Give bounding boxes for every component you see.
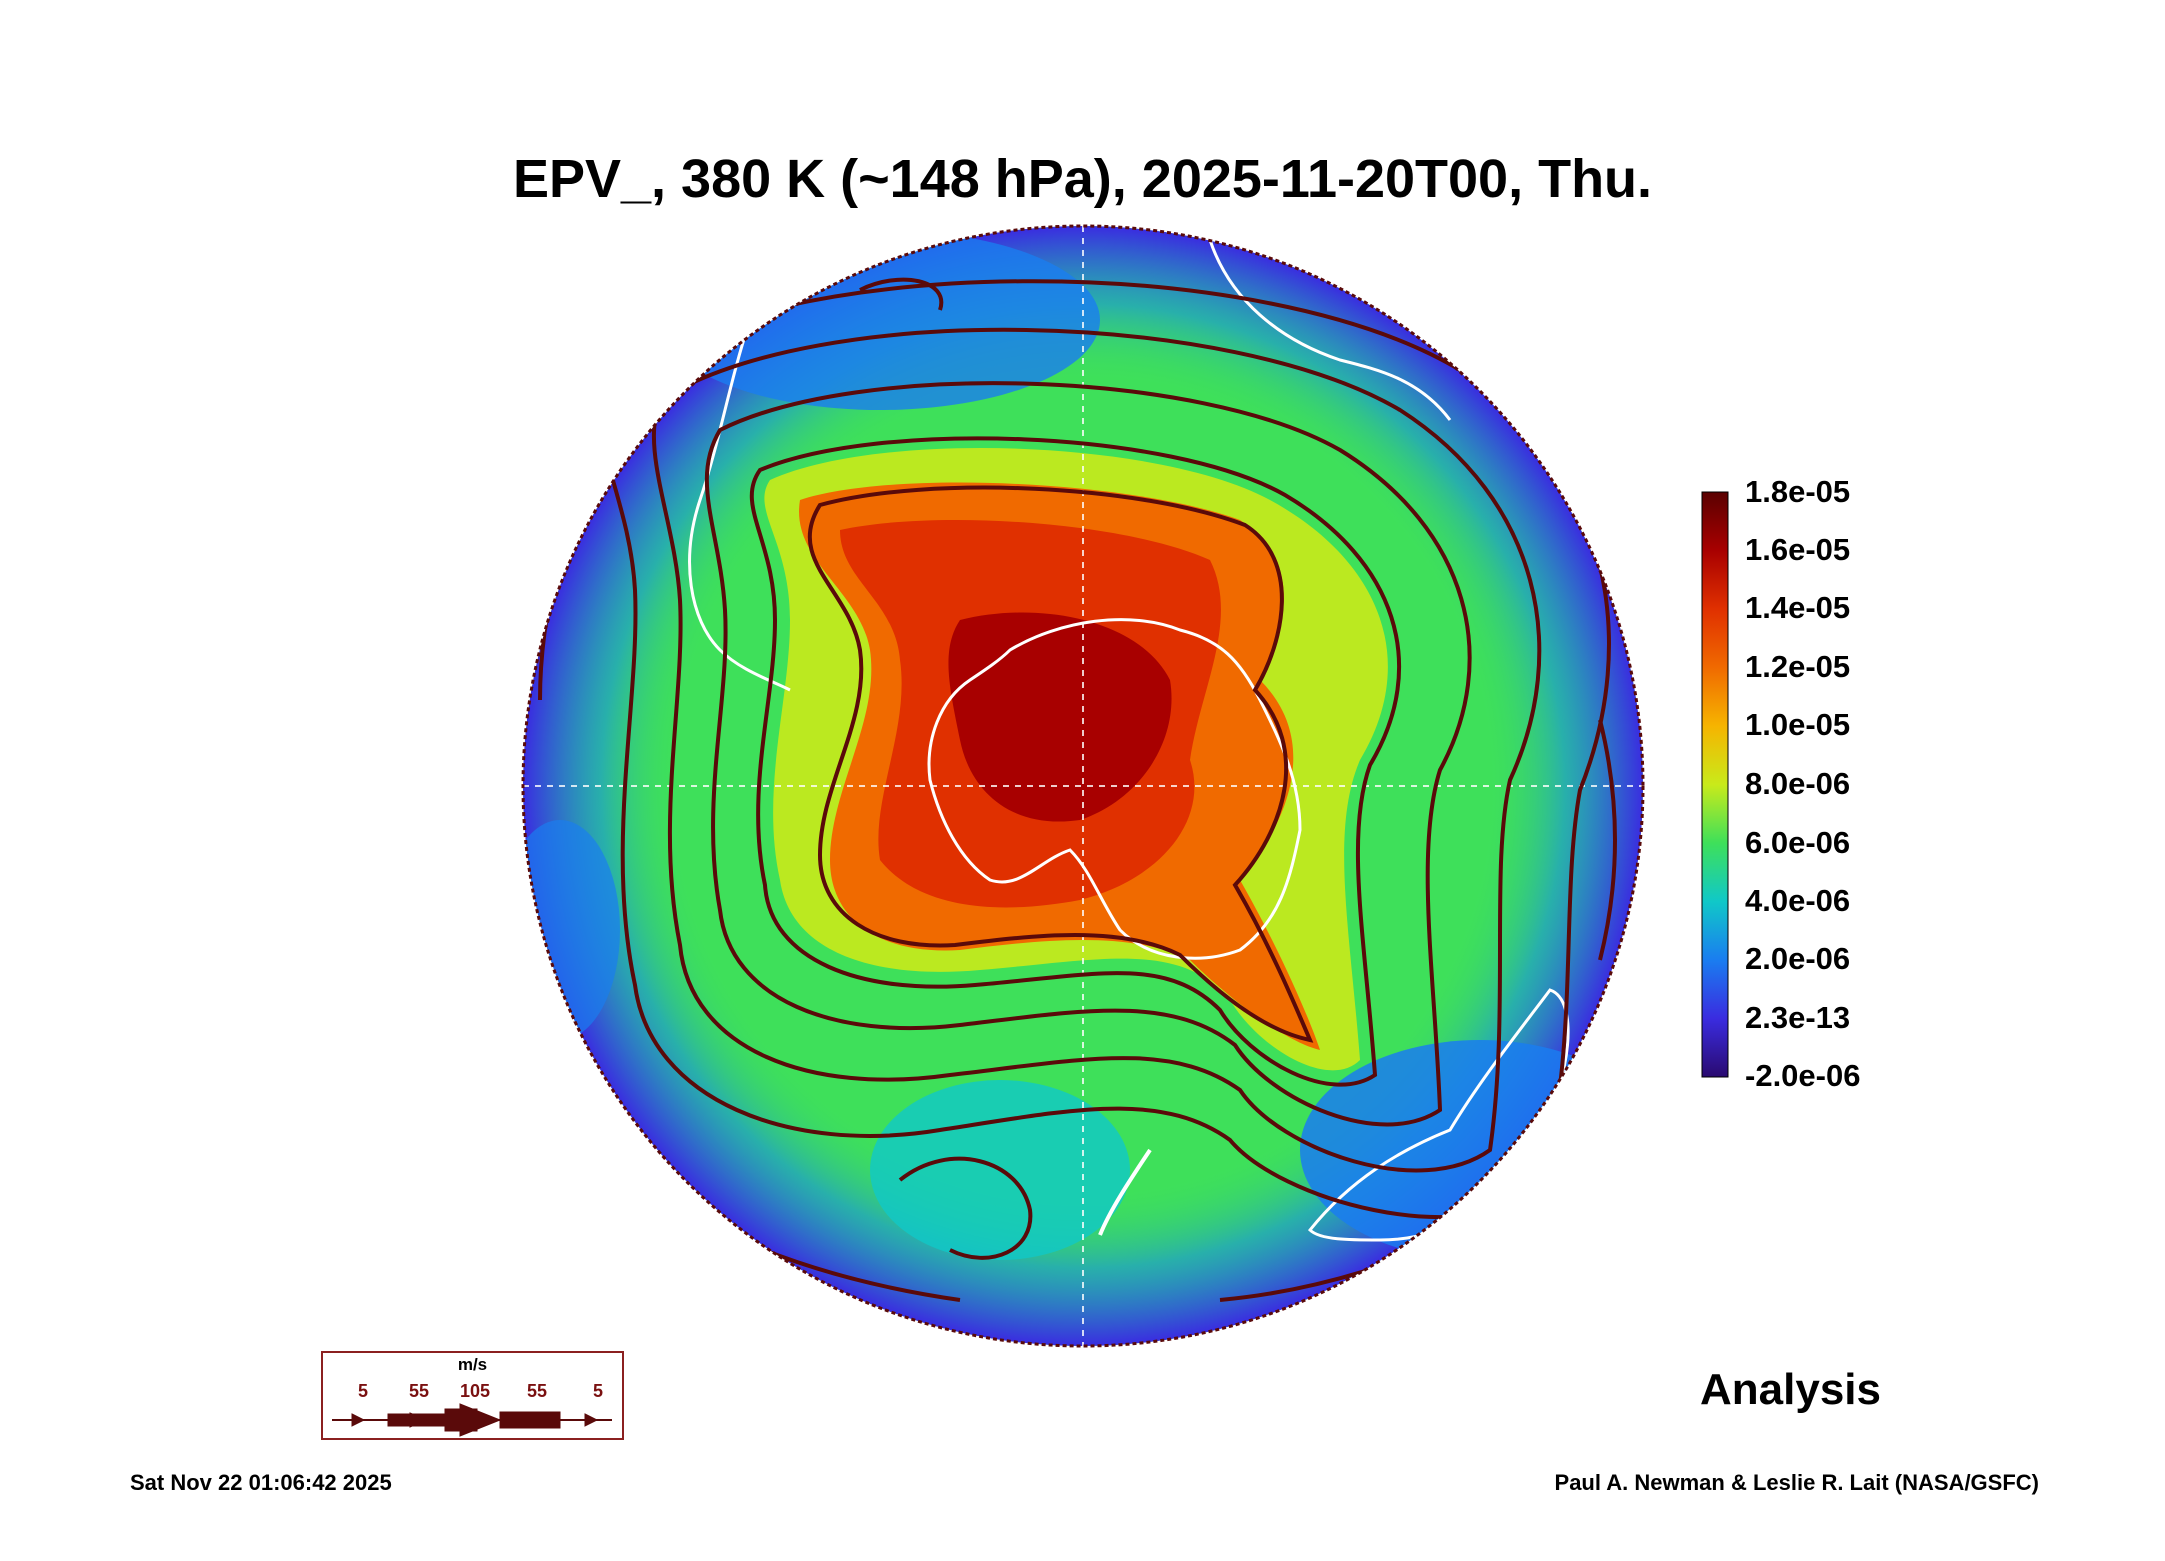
colorbar-label: 1.4e-05 [1745, 590, 1851, 625]
wind-speed-legend-arrow [332, 1403, 612, 1437]
new-zealand-coastline [1098, 1148, 1152, 1236]
colorbar-label: 4.0e-06 [1745, 883, 1851, 918]
colorbar [1701, 491, 1729, 1078]
globe-outline [521, 224, 1645, 1348]
colorbar-label: 2.3e-13 [1745, 1000, 1851, 1035]
wind-speed-legend: m/s 5 55 105 55 5 [321, 1351, 624, 1440]
colorbar-label: -2.0e-06 [1745, 1058, 1861, 1093]
generation-timestamp: Sat Nov 22 01:06:42 2025 [130, 1470, 392, 1495]
pv-field [523, 226, 1643, 1346]
colorbar-label: 1.2e-05 [1745, 649, 1851, 684]
australia-coastline [1307, 988, 1570, 1242]
analysis-label: Analysis [1700, 1365, 1881, 1414]
colorbar-label: 2.0e-06 [1745, 941, 1851, 976]
legend-units: m/s [457, 1355, 488, 1374]
south-america-coastline [688, 319, 791, 692]
colorbar-label: 6.0e-06 [1745, 825, 1851, 860]
colorbar-label: 1.0e-05 [1745, 707, 1851, 742]
legend-speed-label: 5 [592, 1381, 604, 1401]
colorbar-label: 1.6e-05 [1745, 532, 1851, 567]
map-title: EPV_, 380 K (~148 hPa), 2025-11-20T00, T… [512, 149, 1653, 209]
africa-coastline [1208, 239, 1452, 421]
author-credit: Paul A. Newman & Leslie R. Lait (NASA/GS… [1554, 1470, 2039, 1495]
legend-speed-label: 105 [459, 1381, 491, 1401]
colorbar-label: 8.0e-06 [1745, 766, 1851, 801]
legend-speed-label: 5 [357, 1381, 369, 1401]
legend-speed-label: 55 [526, 1381, 548, 1401]
antarctica-coastline [927, 618, 1302, 960]
legend-speed-label: 55 [408, 1381, 430, 1401]
colorbar-label: 1.8e-05 [1745, 474, 1851, 509]
